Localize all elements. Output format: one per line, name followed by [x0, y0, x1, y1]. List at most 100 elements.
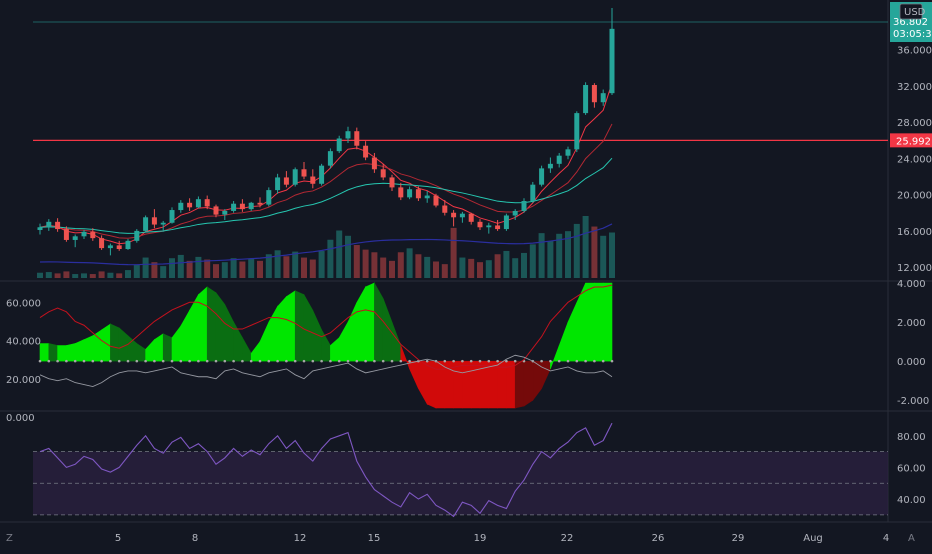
candle-body [486, 225, 492, 228]
candle-body [275, 177, 281, 191]
squeeze-histogram-bar [206, 286, 217, 362]
candle-body [565, 149, 571, 156]
candle-body [37, 227, 43, 230]
squeeze-dot [566, 359, 570, 363]
squeeze-dot [82, 359, 86, 363]
candle-body [55, 221, 61, 230]
squeeze-histogram-bar [57, 345, 67, 362]
squeeze-histogram-bar [198, 286, 208, 362]
indicator-right-tick: -2.000 [897, 396, 929, 407]
squeeze-histogram-bar [558, 321, 569, 362]
price-pane[interactable] [33, 8, 888, 278]
squeeze-histogram-bar [242, 336, 252, 362]
candle-body [134, 230, 140, 241]
volume-bar [239, 261, 246, 278]
volume-bar [521, 252, 527, 278]
squeeze-dot [584, 359, 587, 363]
squeeze-dot [214, 359, 218, 363]
volume-bar [327, 239, 334, 278]
squeeze-dot [91, 359, 95, 363]
squeeze-histogram-bar [127, 335, 138, 362]
squeeze-histogram-bar [189, 293, 199, 362]
squeeze-dot [223, 359, 227, 363]
squeeze-dot [364, 359, 367, 363]
squeeze-histogram-bar [462, 360, 472, 409]
squeeze-histogram-bar [347, 302, 358, 362]
squeeze-dot [425, 359, 429, 363]
rsi-tick-label: 80.00 [897, 432, 926, 443]
squeeze-dot [557, 359, 561, 363]
candle-body [468, 213, 474, 222]
candle-body [556, 155, 562, 164]
squeeze-dot [329, 359, 332, 363]
candle-body [46, 221, 52, 228]
candle-body [239, 203, 245, 210]
volume-bar [362, 249, 369, 278]
candle-body [336, 138, 342, 152]
squeeze-histogram-bar [154, 333, 164, 362]
squeeze-dot [505, 359, 508, 363]
squeeze-histogram-bar [286, 290, 296, 362]
squeeze-dot [293, 359, 297, 363]
squeeze-histogram-bar [602, 282, 613, 362]
volume-bar [353, 245, 360, 278]
squeeze-dot [56, 359, 59, 363]
squeeze-histogram-bar [356, 285, 366, 362]
volume-bar [591, 226, 598, 278]
hline-price-tag [890, 133, 932, 148]
squeeze-dot [373, 359, 376, 363]
volume-bar [72, 274, 79, 278]
volume-bar [221, 262, 228, 278]
volume-bar [301, 257, 307, 278]
squeeze-histogram-bar [330, 337, 340, 362]
volume-bar [389, 260, 395, 278]
volume-bar [494, 254, 501, 278]
hline-price-value: 25.992 [896, 136, 931, 147]
squeeze-dot [117, 359, 121, 363]
timezone-button[interactable]: Z [6, 533, 13, 544]
auto-scale-button[interactable]: A [908, 533, 915, 544]
ema-slow-line [39, 157, 613, 234]
squeeze-histogram-bar [180, 309, 190, 362]
squeeze-dot [540, 359, 543, 363]
volume-bar [600, 235, 607, 278]
squeeze-dot [487, 359, 491, 363]
candle-body [547, 163, 553, 169]
squeeze-dot [408, 359, 411, 363]
squeeze-dot [346, 359, 350, 363]
squeeze-dot [197, 359, 200, 363]
squeeze-dot [399, 359, 403, 363]
squeeze-histogram-bar [585, 282, 595, 362]
currency-badge [899, 3, 923, 20]
volume-bar [125, 270, 131, 278]
squeeze-histogram-bar [594, 282, 604, 362]
volume-bar [133, 264, 140, 278]
squeeze-dot [47, 359, 51, 363]
volume-bar [406, 248, 413, 278]
squeeze-histogram-bar [365, 282, 375, 362]
rsi-pane[interactable] [33, 422, 888, 518]
volume-bar [89, 274, 96, 278]
squeeze-histogram-bar [453, 360, 463, 409]
candle-body [72, 236, 78, 240]
volume-bar [345, 235, 351, 278]
squeeze-dot [496, 359, 499, 363]
candle-body [310, 176, 316, 184]
squeeze-indicator-pane[interactable] [38, 281, 614, 409]
candle-body [143, 217, 149, 231]
squeeze-dot [478, 359, 482, 363]
candle-body [63, 229, 69, 240]
squeeze-histogram-bar [66, 343, 76, 362]
candle-body [90, 231, 96, 239]
candle-body [415, 189, 421, 199]
volume-bar [565, 231, 571, 278]
candle-body [292, 169, 298, 185]
volume-bar [529, 244, 536, 278]
volume-bar [230, 258, 237, 278]
candle-body [600, 93, 606, 103]
volume-bar [151, 262, 158, 278]
squeeze-dot [443, 359, 447, 363]
squeeze-dot [38, 359, 42, 363]
